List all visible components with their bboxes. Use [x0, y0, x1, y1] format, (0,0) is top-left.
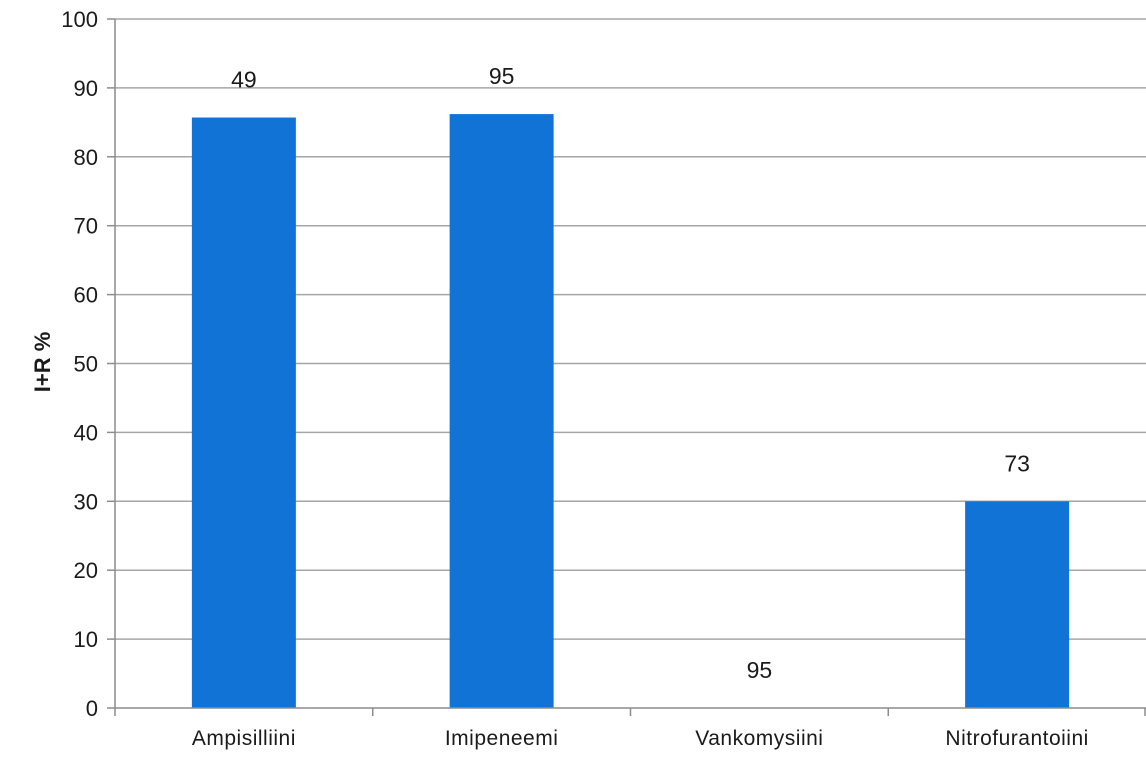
y-tick-label: 30: [74, 489, 98, 514]
y-tick-label: 20: [74, 558, 98, 583]
y-axis-title: I+R %: [30, 332, 55, 393]
bar-imipeneemi: [449, 114, 554, 708]
y-tick-label: 70: [74, 214, 98, 239]
y-tick-label: 50: [74, 352, 98, 377]
bar-ampisilliini: [191, 117, 296, 709]
data-label: 95: [747, 657, 773, 683]
y-tick-label: 40: [74, 420, 98, 445]
y-tick-label: 100: [61, 7, 98, 32]
data-label: 73: [1004, 450, 1030, 476]
y-tick-label: 80: [74, 145, 98, 170]
x-tick-label: Nitrofurantoiini: [945, 727, 1088, 750]
x-tick-label: Vankomysiini: [695, 727, 823, 750]
y-tick-label: 60: [74, 283, 98, 308]
data-label: 95: [489, 63, 515, 89]
x-tick-label: Ampisilliini: [192, 727, 296, 750]
y-tick-label: 90: [74, 76, 98, 101]
axes: [107, 18, 1146, 716]
data-label: 49: [231, 67, 257, 93]
bars: [191, 114, 1070, 709]
y-tick-label: 0: [86, 696, 98, 721]
labels: 0 10 20 30 40 50 60 70 80 90 100 49 Ampisilliini 95 Im…: [61, 7, 1088, 750]
y-tick-label: 10: [74, 627, 98, 652]
x-tick-label: Imipeneemi: [445, 727, 559, 750]
bar-nitrofurantoiini: [965, 501, 1070, 708]
